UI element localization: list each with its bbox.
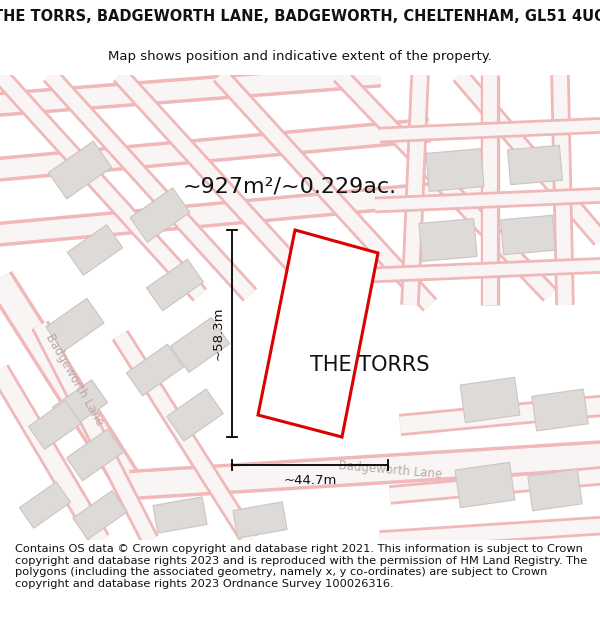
Text: Badgeworth Lane: Badgeworth Lane xyxy=(338,459,442,481)
Bar xyxy=(460,378,520,423)
Text: ~58.3m: ~58.3m xyxy=(212,307,224,360)
Bar xyxy=(52,380,107,430)
Bar xyxy=(29,401,82,449)
Bar xyxy=(170,318,230,372)
Bar xyxy=(508,145,562,185)
Bar xyxy=(167,389,223,441)
Text: ~927m²/~0.229ac.: ~927m²/~0.229ac. xyxy=(183,177,397,197)
Text: Contains OS data © Crown copyright and database right 2021. This information is : Contains OS data © Crown copyright and d… xyxy=(15,544,587,589)
Bar xyxy=(127,344,184,396)
Bar xyxy=(73,491,127,539)
Bar xyxy=(46,298,104,352)
Bar xyxy=(455,462,515,508)
Bar xyxy=(146,259,203,311)
Bar xyxy=(528,469,582,511)
Text: Map shows position and indicative extent of the property.: Map shows position and indicative extent… xyxy=(108,50,492,62)
Bar xyxy=(153,497,207,533)
Bar xyxy=(130,188,190,242)
Text: THE TORRS: THE TORRS xyxy=(310,355,430,375)
Polygon shape xyxy=(258,230,378,437)
Bar xyxy=(19,482,71,528)
Bar xyxy=(233,502,287,538)
Bar xyxy=(500,215,556,255)
Text: ~44.7m: ~44.7m xyxy=(283,474,337,488)
Bar xyxy=(67,429,124,481)
Bar xyxy=(426,149,484,191)
Bar xyxy=(532,389,588,431)
Bar xyxy=(419,219,477,261)
Bar xyxy=(48,141,112,199)
Bar xyxy=(67,225,122,275)
Text: Badgeworth Lane: Badgeworth Lane xyxy=(43,332,107,428)
Text: THE TORRS, BADGEWORTH LANE, BADGEWORTH, CHELTENHAM, GL51 4UQ: THE TORRS, BADGEWORTH LANE, BADGEWORTH, … xyxy=(0,9,600,24)
